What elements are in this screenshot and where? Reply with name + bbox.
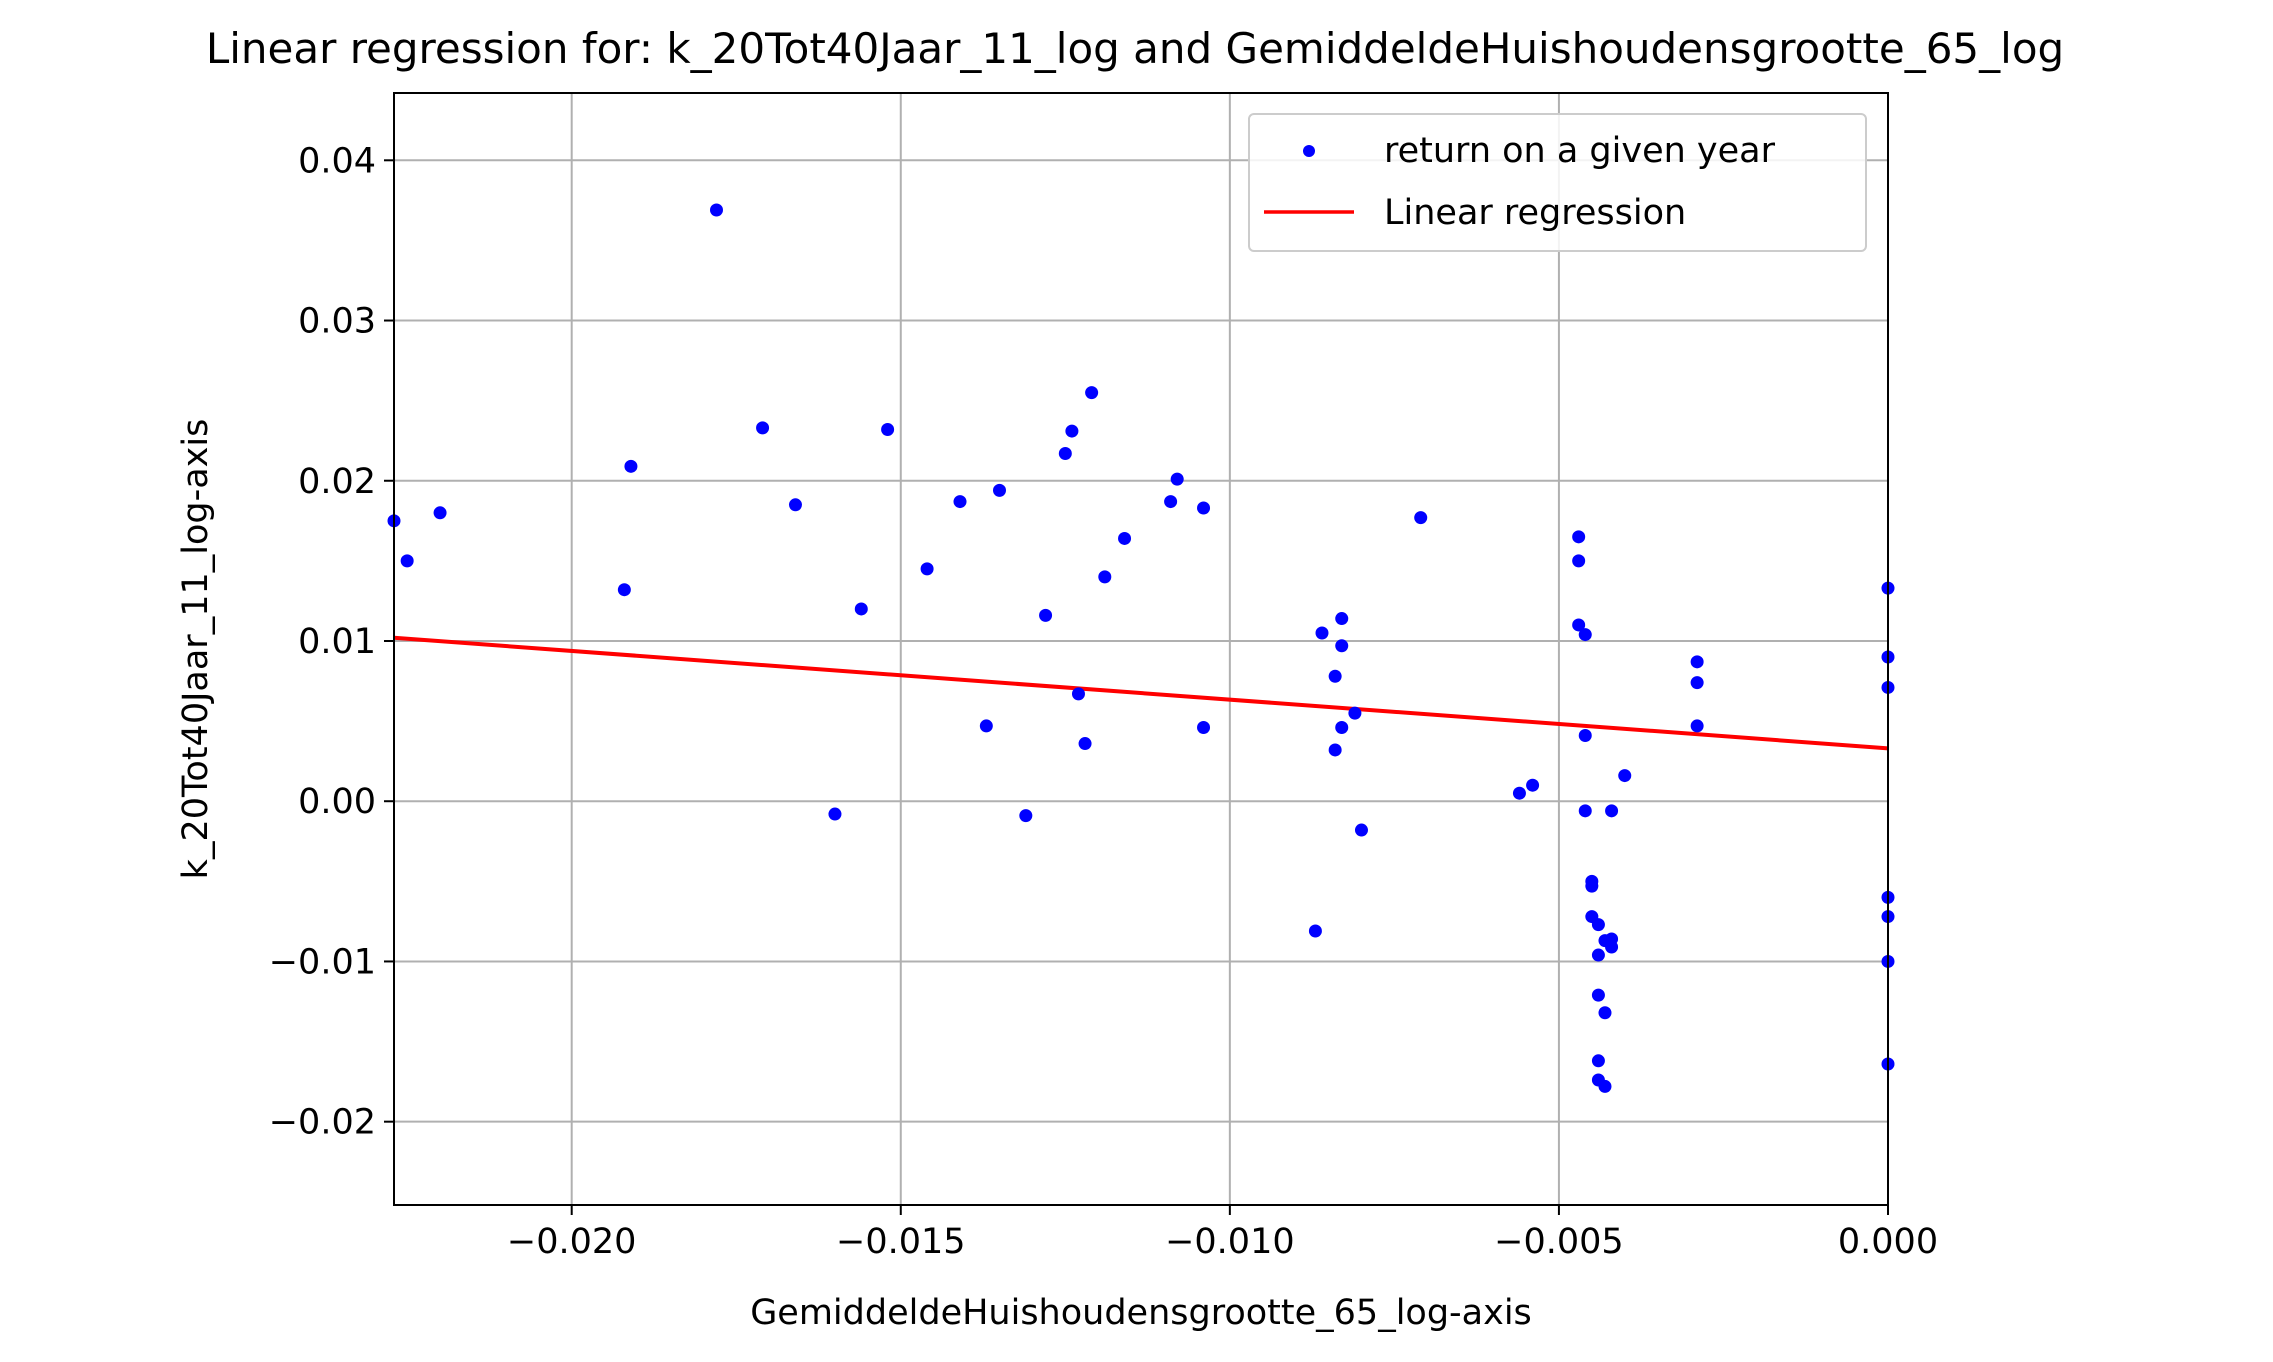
scatter-point [1598,1079,1612,1093]
scatter-point [1572,554,1586,568]
scatter-point [1526,778,1540,792]
y-tick-label: −0.02 [269,1103,376,1143]
scatter-point [1118,531,1132,545]
scatter-point [1572,618,1586,632]
x-axis-label: GemiddeldeHuishoudensgrootte_65_log-axis [750,1293,1532,1333]
scatter-point [1170,472,1184,486]
y-axis-label: k_20Tot40Jaar_11_log-axis [176,419,216,880]
scatter-point [1335,612,1349,626]
scatter-point [1197,501,1211,515]
scatter-point [1019,809,1033,823]
scatter-point [1197,721,1211,735]
scatter-point [1328,743,1342,757]
scatter-point [1618,769,1632,783]
scatter-point [624,459,638,473]
x-tick-label: −0.010 [1165,1222,1295,1262]
x-tick-label: 0.000 [1838,1222,1938,1262]
scatter-point [854,602,868,616]
scatter-point [881,422,895,436]
scatter-point [1598,1006,1612,1020]
scatter-point [709,203,723,217]
scatter-point [1605,804,1619,818]
scatter-point [1591,988,1605,1002]
scatter-point [828,807,842,821]
scatter-point [1328,669,1342,683]
scatter-point [433,506,447,520]
scatter-point [1512,786,1526,800]
legend-box [1248,113,1867,252]
x-tick-label: −0.005 [1494,1222,1624,1262]
scatter-point [1690,676,1704,690]
scatter-point [1591,1054,1605,1068]
scatter-point [400,554,414,568]
y-tick-label: 0.00 [298,782,376,822]
scatter-point [1578,804,1592,818]
scatter-point [1690,719,1704,733]
scatter-point [920,562,934,576]
scatter-point [1164,495,1178,509]
y-tick-label: 0.03 [298,302,376,342]
scatter-point [1065,424,1079,438]
scatter-point [1591,918,1605,932]
scatter-point [1335,721,1349,735]
scatter-point [1308,924,1322,938]
scatter-point [1348,706,1362,720]
plot-frame [393,92,1889,1206]
x-tick-label: −0.015 [836,1222,966,1262]
scatter-point [1578,628,1592,642]
x-tick-label: −0.020 [507,1222,637,1262]
chart-title: Linear regression for: k_20Tot40Jaar_11_… [206,24,2064,73]
scatter-point [756,421,770,435]
scatter-point [1578,729,1592,743]
y-tick-label: 0.01 [298,622,376,662]
scatter-point [1591,948,1605,962]
y-tick-label: 0.02 [298,462,376,502]
scatter-point [992,483,1006,497]
scatter-point [1085,386,1099,400]
legend-label-regression: Linear regression [1384,193,1686,233]
scatter-point [979,719,993,733]
regression-line [393,635,1889,751]
legend-scatter-marker [1303,145,1315,157]
scatter-point [1585,879,1599,893]
scatter-point [953,495,967,509]
y-axis-ticks: −0.02 −0.01 0.00 0.01 0.02 0.03 0.04 [269,141,394,1143]
legend-label-scatter: return on a given year [1384,131,1776,171]
scatter-point [1098,570,1112,584]
y-tick-label: 0.04 [298,141,376,181]
scatter-point [1058,447,1072,461]
scatter-point [1414,511,1428,525]
scatter-point [1605,940,1619,954]
scatter-point [1690,655,1704,669]
scatter-point [1315,626,1329,640]
regression-layer [393,635,1889,751]
scatter-point [1071,687,1085,701]
scatter-point [1078,737,1092,751]
x-axis-ticks: −0.020 −0.015 −0.010 −0.005 0.000 [507,1205,1938,1262]
y-tick-label: −0.01 [269,942,376,982]
scatter-point [1354,823,1368,837]
scatter-point [788,498,802,512]
scatter-point [617,583,631,597]
scatter-point [1039,608,1053,622]
scatter-point [1335,639,1349,653]
legend: return on a given year Linear regression [1248,113,1867,252]
scatter-point [1572,530,1586,544]
